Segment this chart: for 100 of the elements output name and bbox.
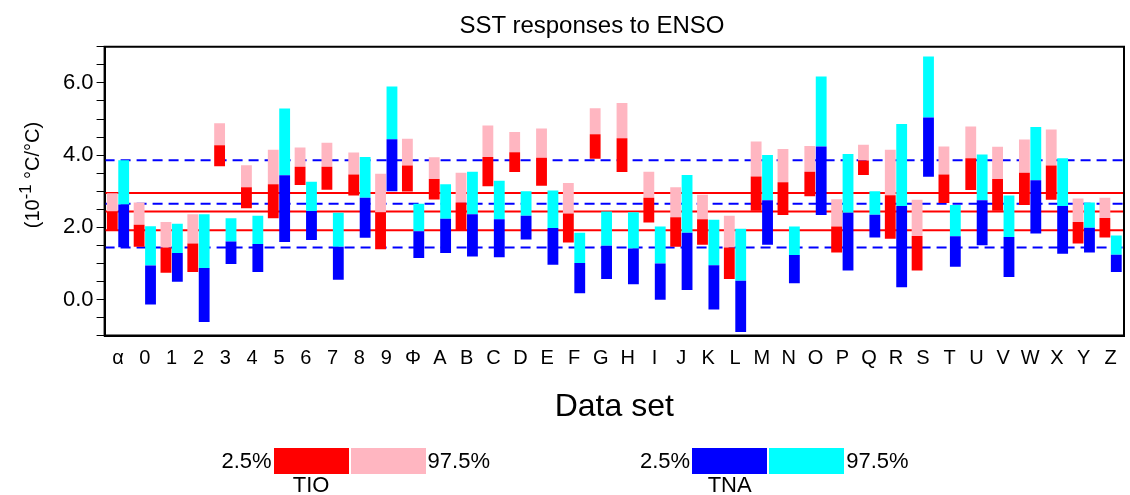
bar [171, 252, 183, 282]
bar [440, 184, 452, 219]
bar [187, 214, 199, 244]
y-tick-label: 0.0 [62, 285, 94, 311]
bar [762, 200, 773, 245]
bar [788, 226, 800, 256]
x-tick-label: U [969, 346, 984, 369]
bar [1030, 126, 1042, 181]
bar [1084, 202, 1095, 228]
bar [279, 108, 291, 176]
x-tick-label: Φ [405, 346, 422, 369]
bar [493, 180, 505, 220]
bar [133, 202, 145, 225]
x-tick-label: 1 [166, 346, 178, 369]
bar [654, 226, 666, 264]
bar [145, 226, 156, 266]
x-axis-title: Data set [554, 386, 674, 423]
bar [976, 154, 988, 201]
bar [574, 263, 586, 294]
bar [547, 190, 559, 229]
x-tick-label: M [753, 346, 771, 369]
x-tick-label: L [729, 346, 741, 369]
bar [858, 144, 869, 161]
bar [118, 160, 130, 205]
x-tick-label: I [651, 346, 658, 369]
bar [616, 138, 628, 173]
bar [815, 76, 827, 147]
bar [520, 215, 532, 240]
bar [1110, 254, 1122, 273]
bar [375, 173, 386, 213]
bar [965, 158, 977, 191]
bar [225, 218, 237, 242]
bar [777, 148, 789, 183]
x-tick-label: Y [1077, 346, 1091, 369]
x-tick-label: T [943, 346, 956, 369]
bar [359, 197, 371, 238]
x-tick-label: D [513, 346, 528, 369]
bar [681, 174, 693, 233]
bar [911, 199, 923, 236]
bar [306, 211, 317, 240]
x-tick-label: O [807, 346, 824, 369]
x-tick-label: 2 [192, 346, 205, 369]
bar [938, 146, 950, 175]
bar [106, 193, 118, 212]
bar [804, 146, 816, 172]
bar [670, 187, 682, 218]
bar [160, 247, 172, 273]
bar [896, 124, 908, 206]
bar [413, 203, 425, 232]
x-tick-label: K [701, 346, 716, 369]
bar [788, 255, 800, 284]
bar [965, 126, 977, 159]
bar [842, 154, 854, 213]
x-tick-label: 7 [327, 346, 339, 369]
bar [654, 263, 666, 300]
bar [589, 134, 601, 159]
bar [562, 182, 574, 214]
bar [1099, 197, 1111, 218]
bar [520, 191, 532, 216]
x-tick-label: Z [1104, 346, 1117, 369]
bar [252, 215, 264, 244]
x-tick-label: 5 [273, 346, 285, 369]
bar [911, 235, 923, 271]
bar [627, 248, 639, 285]
bar [750, 141, 762, 177]
bar [332, 212, 344, 247]
legend-label: TNA [707, 472, 752, 495]
bar [869, 191, 881, 215]
bar [241, 165, 252, 188]
x-tick-label: P [835, 346, 849, 369]
bar [428, 157, 440, 179]
x-tick-label: R [888, 346, 904, 369]
x-tick-label: B [460, 346, 474, 369]
bar [601, 211, 612, 246]
x-tick-label: 6 [300, 346, 312, 369]
x-tick-label: W [1020, 346, 1040, 369]
bar [198, 268, 210, 322]
bar [294, 166, 306, 186]
x-tick-label: G [593, 346, 609, 369]
bar [482, 156, 494, 187]
bar [735, 228, 747, 281]
bar [627, 212, 639, 249]
x-tick-label: α [112, 346, 124, 369]
text: 97.5% [427, 448, 490, 474]
bar [589, 108, 601, 135]
bar [884, 149, 896, 196]
bar [616, 103, 628, 139]
x-tick-label: N [781, 346, 796, 369]
x-tick-label: 0 [139, 346, 151, 369]
bar [735, 280, 747, 332]
x-tick-label: F [567, 346, 581, 369]
bar [831, 199, 843, 227]
bar [401, 138, 413, 166]
bar [708, 219, 720, 266]
text: 2.5% [640, 448, 691, 474]
x-tick-label: S [916, 346, 930, 369]
bar [455, 172, 467, 203]
bar [1072, 198, 1084, 222]
y-tick-label: 6.0 [62, 68, 94, 94]
legend-label: TIO [292, 472, 330, 495]
